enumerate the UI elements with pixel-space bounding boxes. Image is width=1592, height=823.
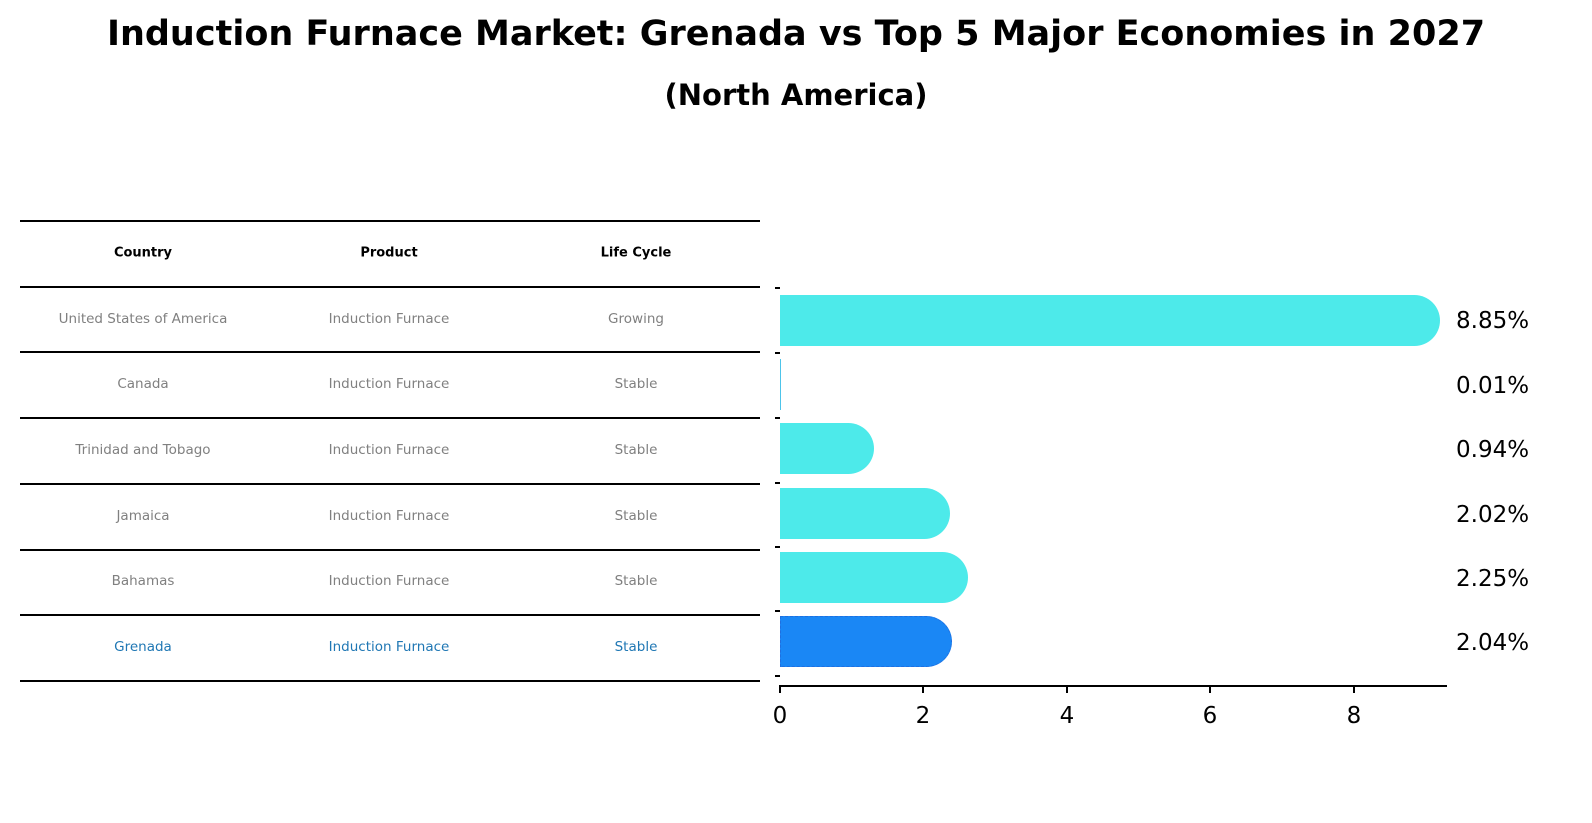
table-divider	[20, 417, 760, 419]
x-tick	[1066, 686, 1068, 693]
x-tick	[779, 686, 781, 693]
y-tick	[775, 417, 780, 419]
bar-bahamas	[780, 552, 968, 603]
cell-product: Induction Furnace	[328, 639, 450, 655]
y-tick	[775, 675, 780, 677]
cell-life-cycle: Growing	[608, 311, 664, 327]
cell-life-cycle: Stable	[614, 508, 658, 524]
y-tick	[775, 546, 780, 548]
table-divider	[20, 549, 760, 551]
table-divider	[20, 614, 760, 616]
bar-grenada	[780, 616, 952, 667]
y-tick	[775, 352, 780, 354]
value-label: 0.94%	[1456, 437, 1530, 463]
table-divider	[20, 680, 760, 682]
x-tick	[1209, 686, 1211, 693]
table-divider	[20, 483, 760, 485]
cell-country: Bahamas	[111, 573, 175, 589]
cell-product: Induction Furnace	[328, 508, 450, 524]
table-divider	[20, 351, 760, 353]
value-label: 8.85%	[1456, 308, 1530, 334]
cell-country: Grenada	[114, 639, 172, 655]
cell-product: Induction Furnace	[328, 376, 450, 392]
x-tick-label: 2	[915, 703, 931, 729]
bar-united-states	[780, 295, 1440, 346]
cell-country: Jamaica	[116, 508, 170, 524]
value-label: 0.01%	[1456, 373, 1530, 399]
cell-product: Induction Furnace	[328, 573, 450, 589]
x-tick-label: 8	[1346, 703, 1362, 729]
column-header-country: Country	[113, 245, 173, 261]
x-tick	[922, 686, 924, 693]
y-tick	[775, 482, 780, 484]
cell-life-cycle: Stable	[614, 376, 658, 392]
bar-trinidad-and-tobago	[780, 423, 874, 474]
cell-product: Induction Furnace	[328, 442, 450, 458]
column-header-life-cycle: Life Cycle	[600, 245, 672, 261]
cell-life-cycle: Stable	[614, 573, 658, 589]
cell-life-cycle: Stable	[614, 639, 658, 655]
value-label: 2.04%	[1456, 630, 1530, 656]
table-divider	[20, 286, 760, 288]
cell-country: Canada	[117, 376, 169, 392]
y-tick	[775, 287, 780, 289]
table-divider	[20, 220, 760, 222]
bar-jamaica	[780, 488, 950, 539]
cell-product: Induction Furnace	[328, 311, 450, 327]
value-label: 2.02%	[1456, 502, 1530, 528]
bar-canada	[780, 359, 781, 410]
cell-country: Trinidad and Tobago	[75, 442, 211, 458]
y-tick	[775, 610, 780, 612]
x-tick-label: 0	[772, 703, 788, 729]
value-label: 2.25%	[1456, 566, 1530, 592]
cell-life-cycle: Stable	[614, 442, 658, 458]
cell-country: United States of America	[58, 311, 228, 327]
x-axis	[779, 685, 1447, 687]
x-tick-label: 4	[1059, 703, 1075, 729]
column-header-product: Product	[360, 245, 418, 261]
chart-subtitle: (North America)	[664, 78, 928, 112]
chart-title: Induction Furnace Market: Grenada vs Top…	[106, 14, 1486, 54]
x-tick-label: 6	[1202, 703, 1218, 729]
x-tick	[1353, 686, 1355, 693]
